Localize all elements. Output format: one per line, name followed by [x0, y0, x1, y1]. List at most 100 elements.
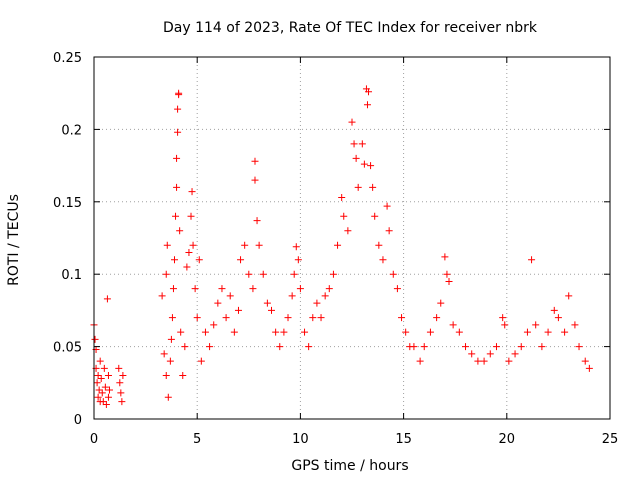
grid-lines [94, 57, 610, 419]
data-point [249, 285, 257, 293]
data-point [389, 270, 397, 278]
data-point [367, 162, 375, 170]
data-point [292, 243, 300, 251]
data-point [360, 160, 368, 168]
data-point [188, 188, 196, 196]
data-point [309, 314, 317, 322]
data-point [181, 343, 189, 351]
data-point [416, 357, 424, 365]
data-point [176, 227, 184, 235]
data-point [532, 321, 540, 329]
data-point [385, 227, 393, 235]
data-point [263, 299, 271, 307]
data-point [230, 328, 238, 336]
x-tick-label: 15 [395, 432, 412, 447]
data-point [253, 217, 261, 225]
x-tick-label: 0 [90, 432, 98, 447]
plot-frame [93, 56, 611, 420]
data-point [226, 292, 234, 300]
y-tick-label: 0.2 [61, 123, 82, 138]
data-point [158, 292, 166, 300]
data-point [486, 350, 494, 358]
data-point [268, 306, 276, 314]
data-point [245, 270, 253, 278]
data-point [98, 389, 106, 397]
data-point [305, 343, 313, 351]
data-point [241, 241, 249, 249]
data-point [358, 140, 366, 148]
data-point [94, 393, 102, 401]
data-point [272, 328, 280, 336]
data-point [550, 306, 558, 314]
data-point [369, 183, 377, 191]
data-point [383, 202, 391, 210]
data-point [234, 306, 242, 314]
y-tick-label: 0 [74, 413, 82, 428]
data-point [193, 314, 201, 322]
data-point [296, 285, 304, 293]
data-point [189, 241, 197, 249]
data-point [162, 372, 170, 380]
data-point [334, 241, 342, 249]
data-point [354, 183, 362, 191]
data-point [393, 285, 401, 293]
data-point [575, 343, 583, 351]
data-point [119, 372, 127, 380]
data-point [167, 335, 175, 343]
data-point [426, 328, 434, 336]
data-point [284, 314, 292, 322]
data-point [288, 292, 296, 300]
data-point [115, 364, 123, 372]
data-point [162, 270, 170, 278]
data-point [191, 285, 199, 293]
y-tick-label: 0.25 [53, 51, 82, 66]
data-point [443, 270, 451, 278]
data-point [187, 212, 195, 220]
data-point [94, 372, 102, 380]
data-point [169, 285, 177, 293]
data-point [410, 343, 418, 351]
data-point [445, 277, 453, 285]
data-point [118, 398, 126, 406]
data-point [449, 321, 457, 329]
data-point [175, 89, 183, 97]
data-point [301, 328, 309, 336]
data-point [197, 357, 205, 365]
data-point [544, 328, 552, 336]
data-point [538, 343, 546, 351]
data-point [185, 248, 193, 256]
data-point [554, 314, 562, 322]
data-point [499, 314, 507, 322]
data-point [251, 157, 259, 165]
data-point [174, 128, 182, 136]
data-point [437, 299, 445, 307]
data-point [93, 379, 101, 387]
data-point [99, 398, 107, 406]
data-point [201, 328, 209, 336]
data-point [237, 256, 245, 264]
data-point [505, 357, 513, 365]
data-point [294, 256, 302, 264]
data-point [561, 328, 569, 336]
x-tick-label: 10 [292, 432, 309, 447]
data-point [523, 328, 531, 336]
data-point [325, 285, 333, 293]
data-point [468, 350, 476, 358]
data-point [340, 212, 348, 220]
data-point [173, 183, 181, 191]
data-point [100, 364, 108, 372]
data-point [174, 105, 182, 113]
data-point [97, 374, 105, 382]
data-point [102, 401, 110, 409]
data-point [259, 270, 267, 278]
data-point [492, 343, 500, 351]
data-point [571, 321, 579, 329]
data-point [313, 299, 321, 307]
data-point [480, 357, 488, 365]
y-tick-label: 0.05 [53, 341, 82, 356]
data-point [206, 343, 214, 351]
data-point [183, 263, 191, 271]
data-point [350, 140, 358, 148]
